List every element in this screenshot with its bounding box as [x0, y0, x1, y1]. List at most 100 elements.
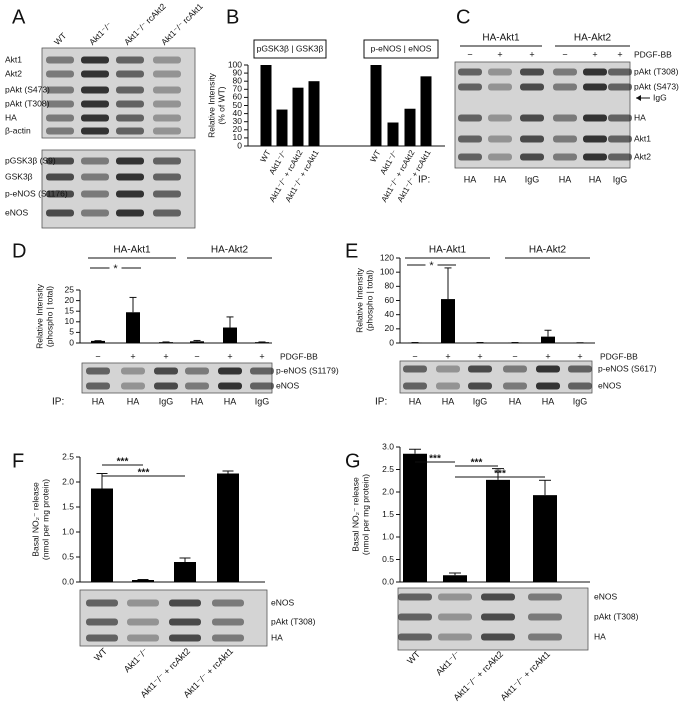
y-tick-label: 100	[380, 266, 394, 276]
treatment: −	[95, 351, 100, 361]
ip-lane: IgG	[525, 174, 540, 184]
blot-band	[116, 114, 144, 122]
blot-band	[520, 135, 544, 143]
blot-band	[403, 365, 427, 373]
blot-band	[528, 613, 562, 621]
bar	[541, 336, 555, 343]
blot-row-label: pAkt (T308)	[634, 66, 679, 76]
blot-band	[81, 100, 109, 108]
significance-label: ***	[494, 469, 506, 480]
blot-band	[458, 114, 482, 122]
ip-lane: HA	[494, 174, 507, 184]
treatment: −	[412, 351, 417, 361]
x-tick-label: WT	[405, 649, 422, 666]
group-title-box	[253, 39, 327, 59]
treatment: +	[477, 351, 482, 361]
bar	[174, 562, 196, 582]
blot-band	[46, 173, 74, 181]
blot-band	[583, 153, 607, 161]
blot-band	[116, 100, 144, 108]
y-axis-label: Relative Intensity	[206, 72, 216, 137]
ip-lane: HA	[409, 396, 422, 406]
treatment: +	[529, 49, 534, 59]
y-tick-label: 60	[385, 295, 395, 305]
blot-band	[520, 153, 544, 161]
treatment-label: PDGF-BB	[280, 351, 318, 361]
y-axis-label: (% of WT)	[216, 86, 226, 124]
treatment: +	[163, 351, 168, 361]
significance-label: ***	[471, 458, 483, 469]
blot-band	[520, 83, 544, 91]
blot-row-label: pAkt (S473)	[634, 81, 679, 91]
blot-band	[86, 367, 110, 375]
ip-lane: IgG	[159, 396, 174, 406]
blot-band	[438, 613, 472, 621]
y-tick-label: 120	[380, 252, 394, 262]
ip-lane: HA	[509, 396, 522, 406]
treatment: −	[512, 351, 517, 361]
blot-band	[398, 633, 432, 641]
blot-band	[185, 367, 209, 375]
treatment: +	[259, 351, 264, 361]
group-label: HA-Akt1	[429, 245, 467, 256]
panel-label: A	[12, 6, 26, 28]
blot-band	[127, 634, 159, 642]
blot-row-label: pAkt (S473)	[5, 84, 50, 94]
group-title-box	[363, 39, 439, 59]
blot-band	[608, 68, 632, 76]
blot-band	[528, 593, 562, 601]
blot-band	[398, 593, 432, 601]
blot-band	[481, 633, 515, 641]
x-tick-label: WT	[92, 646, 109, 663]
panel-label: D	[12, 240, 26, 262]
blot-band	[436, 382, 460, 390]
blot-band	[169, 618, 201, 626]
blot-band	[553, 68, 577, 76]
blot-band	[153, 100, 181, 108]
ip-lane: IgG	[613, 174, 628, 184]
y-tick-label: 0.0	[62, 576, 74, 586]
blot-band	[86, 618, 118, 626]
bar	[403, 453, 427, 582]
blot-band	[153, 56, 181, 64]
treatment-label: PDGF-BB	[634, 49, 672, 59]
group-title: pGSK3β | GSK3β	[257, 43, 324, 53]
y-tick-label: 30	[233, 116, 243, 126]
blot-row-label: p-eNOS (S617)	[598, 363, 657, 373]
treatment: +	[592, 49, 597, 59]
blot-band	[127, 618, 159, 626]
blot-band	[116, 70, 144, 78]
treatment-label: PDGF-BB	[600, 351, 638, 361]
treatment: −	[562, 49, 567, 59]
y-tick-label: 1.0	[62, 526, 74, 536]
group-label: HA-Akt1	[113, 245, 151, 256]
bar	[370, 65, 382, 146]
arrow-label: IgG	[653, 92, 667, 102]
blot-band	[438, 593, 472, 601]
lane-label: WT	[52, 31, 68, 47]
y-tick-label: 0	[237, 140, 242, 150]
bar	[486, 479, 510, 582]
blot-band	[553, 135, 577, 143]
y-tick-label: 2.5	[62, 451, 74, 461]
blot-band	[488, 83, 512, 91]
blot-row-label: pAkt (T308)	[5, 98, 50, 108]
blot-band	[250, 382, 274, 390]
blot-band	[488, 153, 512, 161]
blot-band	[46, 100, 74, 108]
ip-lane: HA	[191, 396, 204, 406]
blot-band	[436, 365, 460, 373]
treatment: −	[194, 351, 199, 361]
blot-band	[116, 56, 144, 64]
blot-row-label: pAkt (T308)	[271, 616, 316, 626]
blot-band	[153, 157, 181, 165]
blot-band	[81, 56, 109, 64]
ip-lane: HA	[224, 396, 237, 406]
blot-band	[86, 599, 118, 607]
blot-band	[81, 190, 109, 198]
bar	[91, 340, 105, 343]
y-tick-label: 40	[233, 108, 243, 118]
blot-band	[458, 68, 482, 76]
x-tick-label: WT	[369, 148, 383, 163]
treatment: +	[227, 351, 232, 361]
